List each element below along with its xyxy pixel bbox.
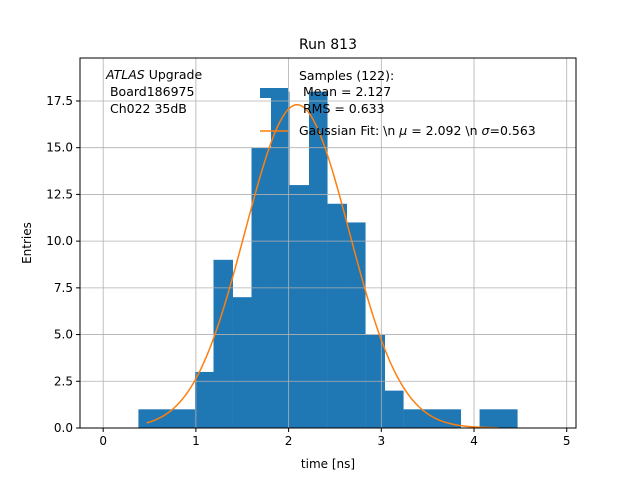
channel-label: Ch022 35dB (106, 101, 187, 116)
histogram-bars (138, 91, 518, 429)
legend-samples-line3: RMS = 0.633 (299, 101, 385, 116)
chart-title: Run 813 (299, 37, 357, 53)
x-tick-label-1: 1 (192, 434, 200, 448)
y-tick-label-1: 2.5 (54, 374, 73, 388)
svg-text:ATLAS Upgrade: ATLAS Upgrade (105, 67, 202, 82)
y-tick-label-2: 5.0 (54, 328, 73, 342)
x-tick-label-2: 2 (285, 434, 293, 448)
y-tick-label-6: 15.0 (46, 141, 73, 155)
histogram-bar-14 (479, 409, 518, 428)
histogram-bar-11 (385, 390, 404, 428)
histogram-bar-3 (232, 297, 252, 428)
legend-samples-swatch (260, 88, 288, 98)
y-tick-label-3: 7.5 (54, 281, 73, 295)
legend-samples-line2: Mean = 2.127 (299, 84, 391, 99)
histogram-bar-1 (194, 371, 214, 428)
x-tick-label-3: 3 (377, 434, 385, 448)
y-tick-label-7: 17.5 (46, 94, 73, 108)
legend-fit-label: Gaussian Fit: \n μ = 2.092 \n σ=0.563 (299, 123, 536, 138)
legend-samples-line1: Samples (122): (299, 68, 394, 83)
histogram-bar-9 (347, 222, 366, 428)
histogram-bar-0 (138, 409, 195, 428)
board-label: Board186975 (106, 84, 194, 99)
upgrade-label: Upgrade (145, 67, 203, 82)
y-tick-label-4: 10.0 (46, 234, 73, 248)
atlas-label: ATLAS (105, 67, 145, 82)
x-tick-label-4: 4 (470, 434, 478, 448)
x-tick-label-5: 5 (563, 434, 571, 448)
histogram-bar-8 (327, 203, 348, 428)
plot-frame (79, 57, 577, 429)
y-axis-label: Entries (20, 222, 34, 264)
y-axis-ticks: 0.0 2.5 5.0 7.5 10.0 12.5 15.0 17.5 (46, 94, 80, 435)
atlas-annotation: ATLAS Upgrade Board186975 Ch022 35dB (105, 67, 202, 116)
x-axis-ticks: 0 1 2 3 4 5 (99, 428, 571, 448)
histogram-bar-2 (213, 259, 233, 428)
histogram-bar-7 (308, 91, 328, 429)
gaussian-fit-line (146, 103, 499, 429)
histogram-bar-6 (289, 185, 309, 428)
x-axis-label: time [ns] (301, 457, 355, 471)
legend: Samples (122): Mean = 2.127 RMS = 0.633 … (260, 68, 536, 138)
x-tick-label-0: 0 (99, 434, 107, 448)
histogram-bar-5 (270, 91, 290, 429)
y-tick-label-5: 12.5 (46, 187, 73, 201)
histogram-bar-12 (403, 409, 462, 428)
y-tick-label-0: 0.0 (54, 421, 73, 435)
